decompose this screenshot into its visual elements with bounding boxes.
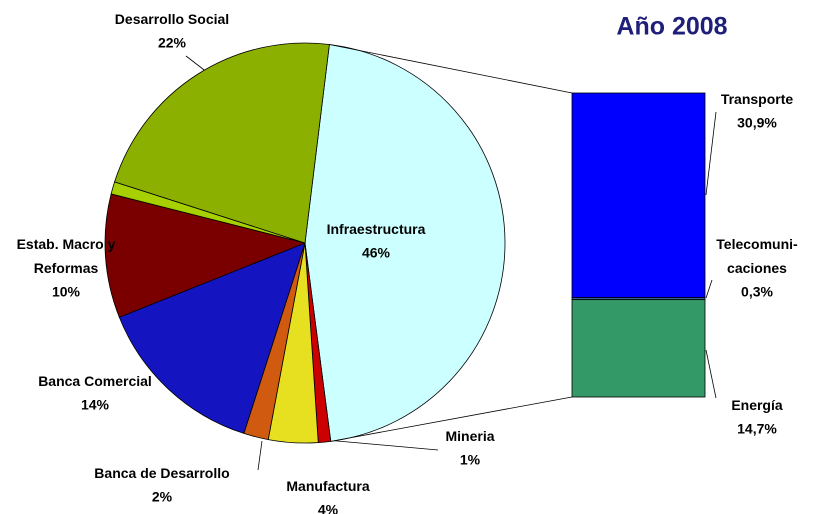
category-label: Mineria bbox=[445, 428, 494, 444]
value-label: 14,7% bbox=[737, 421, 777, 437]
category-label: Manufactura bbox=[286, 478, 369, 494]
connector bbox=[329, 44, 573, 94]
category-label: Banca de Desarrollo bbox=[94, 465, 229, 481]
category-label: Banca Comercial bbox=[38, 373, 152, 389]
value-label: 46% bbox=[362, 245, 391, 261]
value-label: 30,9% bbox=[737, 115, 777, 131]
value-label: 14% bbox=[81, 397, 110, 413]
pie-slice bbox=[304, 44, 506, 442]
category-label: Energía bbox=[731, 397, 783, 413]
connector bbox=[330, 396, 573, 442]
value-label: 2% bbox=[152, 489, 173, 505]
pie-slice bbox=[118, 242, 306, 434]
value-label: 1% bbox=[460, 452, 481, 468]
pie-slice bbox=[114, 42, 330, 244]
bar-segment bbox=[571, 92, 706, 299]
pie-slice bbox=[104, 193, 307, 318]
category-label: Desarrollo Social bbox=[115, 11, 229, 27]
category-label: Telecomuni-caciones bbox=[716, 236, 798, 276]
value-label: 0,3% bbox=[741, 284, 773, 300]
bar-segment bbox=[571, 299, 706, 398]
chart-title: Año 2008 bbox=[616, 13, 727, 41]
category-label: Infraestructura bbox=[327, 221, 426, 237]
category-label: Transporte bbox=[721, 91, 794, 107]
value-label: 4% bbox=[318, 502, 339, 514]
value-label: 10% bbox=[52, 284, 81, 300]
value-label: 22% bbox=[158, 35, 187, 51]
category-label: Estab. Macro y Reformas bbox=[17, 236, 116, 276]
